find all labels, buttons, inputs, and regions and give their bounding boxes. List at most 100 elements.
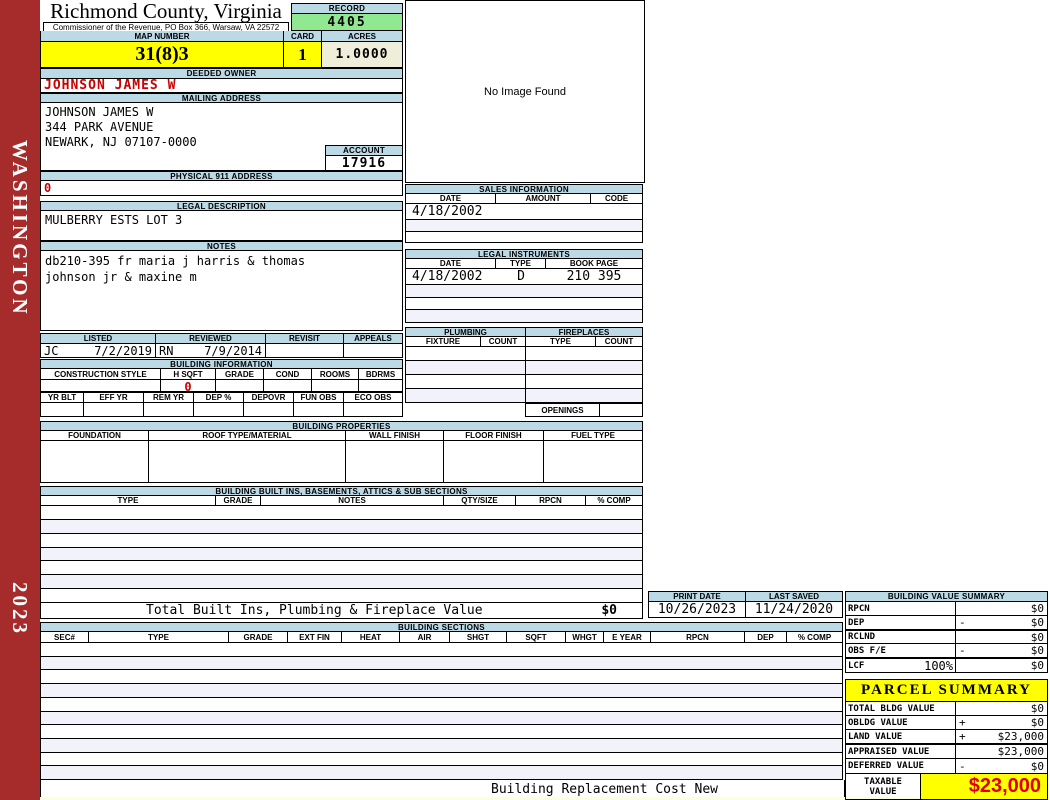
bvs-lcf-value: $0 xyxy=(1030,659,1044,672)
legal-instruments-rows: 4/18/2002 D 210 395 xyxy=(405,269,643,323)
ps-totalbldg-value: $0 xyxy=(1030,702,1044,715)
fuel-type-label: FUEL TYPE xyxy=(571,431,615,440)
bi-empty-row xyxy=(41,561,642,574)
sales-amount-label: AMOUNT xyxy=(496,194,591,203)
revisit-value xyxy=(266,344,344,358)
sales-empty-row xyxy=(406,220,642,231)
appeals-value xyxy=(344,344,402,358)
legal-description-value: MULBERRY ESTS LOT 3 xyxy=(40,211,403,241)
openings-spacer xyxy=(405,403,525,417)
print-date-label: PRINT DATE xyxy=(649,592,746,601)
taxable-value-amount: $23,000 xyxy=(921,774,1047,799)
wall-finish-label: WALL FINISH xyxy=(346,431,444,440)
physical-address-label: PHYSICAL 911 ADDRESS xyxy=(40,171,403,181)
roof-value xyxy=(149,441,346,482)
fireplaces-title: FIREPLACES xyxy=(526,328,642,337)
print-info-header: PRINT DATE LAST SAVED xyxy=(648,591,843,602)
notes-line: db210-395 fr maria j harris & thomas xyxy=(45,254,306,268)
mailing-line: 344 PARK AVENUE xyxy=(45,120,154,134)
mailing-line: NEWARK, NJ 07107-0000 xyxy=(45,135,197,149)
building-information-header1: CONSTRUCTION STYLE H SQFT GRADE COND ROO… xyxy=(40,369,403,380)
account-label: ACCOUNT xyxy=(325,145,403,156)
print-date-value: 10/26/2023 xyxy=(649,602,746,617)
bvs-rpcn-label: RPCN xyxy=(846,602,956,615)
bi-empty-row xyxy=(41,534,642,547)
ps-land-value: $23,000 xyxy=(997,730,1044,743)
account-value: 17916 xyxy=(325,156,403,171)
yrblt-value xyxy=(41,403,84,416)
bs-heat-label: HEAT xyxy=(342,632,400,642)
card-value: 1 xyxy=(284,42,322,67)
bvs-obs-label: OBS F/E xyxy=(846,644,956,657)
built-ins-title: BUILDING BUILT INS, BASEMENTS, ATTICS & … xyxy=(40,486,643,496)
bi-grade-label: GRADE xyxy=(216,496,261,505)
built-ins-total-value: $0 xyxy=(601,603,617,618)
effyr-label: EFF YR xyxy=(84,393,144,402)
fireplace-count-label: COUNT xyxy=(604,337,634,346)
acres-label: ACRES xyxy=(322,31,402,41)
year-vertical: 2023 xyxy=(8,582,32,636)
fire-row xyxy=(526,361,642,374)
bs-sqft-label: SQFT xyxy=(507,632,566,642)
listed-label: LISTED xyxy=(41,334,156,343)
fuel-type-value xyxy=(544,441,642,482)
bi-comp-label: % COMP xyxy=(597,496,631,505)
cond-value xyxy=(264,380,312,394)
depovr-label: DEPOVR xyxy=(244,393,294,402)
bdrms-label: BDRMS xyxy=(365,369,396,379)
li-date-value: 4/18/2002 xyxy=(412,269,483,284)
rooms-value xyxy=(312,380,359,394)
ps-totalbldg-label: TOTAL BLDG VALUE xyxy=(846,702,956,715)
li-empty-row xyxy=(406,298,642,310)
li-empty-row xyxy=(406,310,642,322)
taxable-value-label: TAXABLE VALUE xyxy=(846,774,921,799)
funobs-value xyxy=(294,403,344,416)
bi-empty-row xyxy=(41,589,642,602)
map-card-acres-header: MAP NUMBER CARD ACRES xyxy=(40,31,403,42)
fire-row xyxy=(526,375,642,388)
bvs-op: - xyxy=(959,644,966,657)
listed-by: JC xyxy=(44,344,59,358)
sales-rows: 4/18/2002 xyxy=(405,204,643,243)
bi-empty-row xyxy=(41,506,642,519)
sales-empty-row xyxy=(406,232,642,243)
sales-header: DATE AMOUNT CODE xyxy=(405,194,643,204)
notes-box: db210-395 fr maria j harris & thomas joh… xyxy=(40,251,403,331)
bs-air-label: AIR xyxy=(400,632,450,642)
bs-empty-row xyxy=(41,725,842,738)
revisit-label: REVISIT xyxy=(266,334,344,343)
ps-appraised-label: APPRAISED VALUE xyxy=(846,745,956,758)
card-label: CARD xyxy=(284,31,322,41)
no-image-text: No Image Found xyxy=(484,85,566,98)
ps-op: + xyxy=(959,730,966,743)
deppct-label: DEP % xyxy=(194,393,244,402)
ps-obldg-value: $0 xyxy=(1030,716,1044,729)
ps-row: TOTAL BLDG VALUE $0 xyxy=(846,702,1047,716)
foundation-value xyxy=(41,441,149,482)
building-information-values2 xyxy=(40,403,403,417)
last-saved-value: 11/24/2020 xyxy=(754,602,834,617)
deeded-owner-label: DEEDED OWNER xyxy=(40,68,403,79)
bi-rpcn-label: RPCN xyxy=(516,496,586,505)
building-information-title: BUILDING INFORMATION xyxy=(40,359,403,369)
built-ins-header: TYPE GRADE NOTES QTY/SIZE RPCN % COMP xyxy=(40,496,643,506)
bi-type-label: TYPE xyxy=(41,496,216,505)
yrblt-label: YR BLT xyxy=(41,393,84,402)
remyr-label: REM YR xyxy=(144,393,194,402)
legal-instruments-title: LEGAL INSTRUMENTS xyxy=(405,249,643,259)
bs-whgt-label: WHGT xyxy=(566,632,604,642)
county-title: Richmond County, Virginia xyxy=(50,0,282,23)
building-value-summary-title: BUILDING VALUE SUMMARY xyxy=(845,591,1048,602)
bs-empty-row xyxy=(41,684,842,697)
map-number-value: 31(8)3 xyxy=(41,42,284,67)
hsqft-label: H SQFT xyxy=(161,369,216,379)
li-type-value: D xyxy=(517,269,525,284)
plumb-fire-rows xyxy=(405,347,643,403)
building-sections-rows xyxy=(40,643,843,780)
li-bookpage-value: 210 395 xyxy=(566,269,622,284)
remyr-value xyxy=(144,403,194,416)
openings-value xyxy=(600,403,643,417)
li-type-label: TYPE xyxy=(496,259,546,268)
bs-dep-label: DEP xyxy=(745,632,787,642)
openings-row: OPENINGS xyxy=(405,403,643,417)
